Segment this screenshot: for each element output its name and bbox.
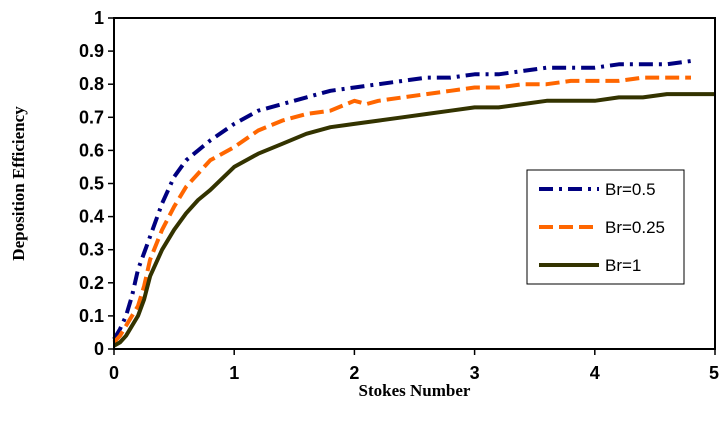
x-tick-label: 1 xyxy=(229,363,239,383)
series-layer xyxy=(112,59,715,348)
x-tick-label: 4 xyxy=(590,363,600,383)
x-tick-label: 3 xyxy=(470,363,480,383)
y-tick-label: 0.5 xyxy=(79,174,104,194)
y-tick-label: 0.2 xyxy=(79,273,104,293)
ticks-layer: 0 0.1 0.2 0.3 0.4 0.5 0.6 0.7 0.8 0.9 1 0 1 2 3 4 5 xyxy=(79,8,719,383)
x-axis-title: Stokes Number xyxy=(359,381,471,400)
series-line-3 xyxy=(113,92,715,348)
legend: Br=0.5 Br=0.25 Br=1 xyxy=(526,169,685,285)
y-tick-label: 0.4 xyxy=(79,207,104,227)
y-tick-label: 0.3 xyxy=(79,240,104,260)
x-tick-label: 0 xyxy=(109,363,119,383)
legend-label-2: Br=0.25 xyxy=(605,218,665,237)
series-line-1 xyxy=(112,59,692,341)
legend-items: Br=0.5 Br=0.25 Br=1 xyxy=(539,180,665,275)
y-tick-label: 0.7 xyxy=(79,107,104,127)
legend-label-1: Br=0.5 xyxy=(605,180,656,199)
x-tick-label: 2 xyxy=(349,363,359,383)
x-tick-label: 5 xyxy=(709,363,719,383)
y-tick-label: 0 xyxy=(94,339,104,359)
y-axis-title: Deposition Efficiency xyxy=(9,106,28,261)
y-tick-label: 1 xyxy=(94,8,104,28)
y-tick-label: 0.8 xyxy=(79,74,104,94)
y-tick-label: 0.9 xyxy=(79,41,104,61)
y-tick-label: 0.1 xyxy=(79,306,104,326)
y-tick-label: 0.6 xyxy=(79,140,104,160)
legend-label-3: Br=1 xyxy=(605,256,641,275)
series-line-2 xyxy=(112,75,691,344)
